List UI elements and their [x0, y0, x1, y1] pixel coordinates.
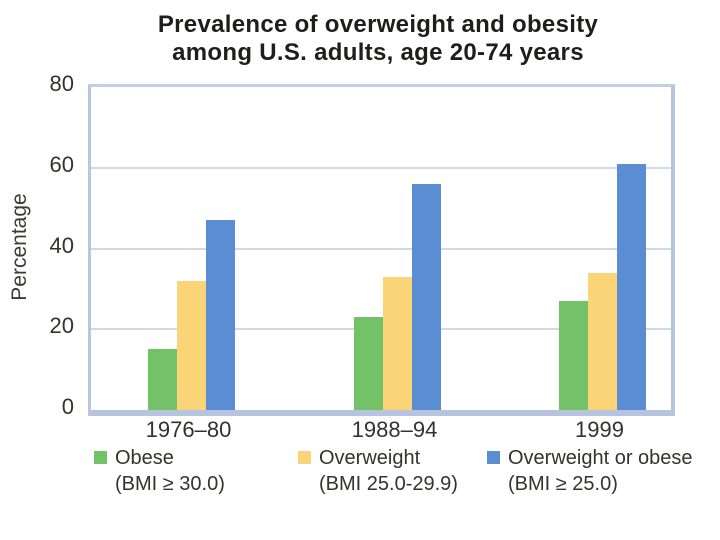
legend: Obese (BMI ≥ 30.0) Overweight (BMI 25.0-29.…	[0, 445, 720, 503]
bar-1976-80-overweight-or-obese	[206, 220, 235, 410]
legend-item-obese: Obese (BMI ≥ 30.0)	[94, 445, 225, 497]
y-axis-tick-labels: 0 20 40 60 80	[30, 72, 80, 419]
legend-label-overweight: Overweight	[319, 447, 421, 469]
bar-1988-94-overweight-or-obese	[412, 184, 441, 410]
legend-label-overweight-or-obese: Overweight or obese	[508, 447, 693, 469]
x-label-1976-80: 1976–80	[145, 417, 232, 442]
plot-area	[88, 84, 675, 416]
legend-swatch-overweight	[298, 451, 311, 464]
bar-1976-80-overweight	[177, 281, 206, 410]
bar-1988-94-obese	[354, 317, 383, 410]
chart-title: Prevalence of overweight and obesity amo…	[36, 11, 720, 67]
legend-label-obese: Obese	[115, 447, 174, 469]
legend-sublabel-overweight: (BMI 25.0-29.9)	[319, 473, 458, 495]
y-tick-0: 0	[61, 394, 74, 419]
x-label-1999: 1999	[575, 417, 624, 442]
legend-swatch-obese	[94, 451, 107, 464]
gridline-60	[91, 166, 671, 169]
legend-item-overweight-or-obese: Overweight or obese (BMI ≥ 25.0)	[487, 445, 693, 497]
bar-1999-overweight	[588, 273, 617, 410]
y-tick-40: 40	[49, 232, 74, 258]
bar-1999-obese	[559, 301, 588, 410]
y-tick-20: 20	[49, 313, 74, 339]
legend-sublabel-overweight-or-obese: (BMI ≥ 25.0)	[508, 473, 618, 495]
legend-text-overweight: Overweight (BMI 25.0-29.9)	[319, 445, 458, 497]
x-label-1988-94: 1988–94	[351, 417, 438, 442]
legend-swatch-overweight-or-obese	[487, 451, 500, 464]
bar-1976-80-obese	[148, 349, 177, 410]
legend-item-overweight: Overweight (BMI 25.0-29.9)	[298, 445, 458, 497]
y-axis-title: Percentage	[8, 193, 31, 301]
y-tick-60: 60	[49, 151, 74, 177]
y-tick-80: 80	[49, 71, 74, 96]
chart-title-line2: among U.S. adults, age 20-74 years	[172, 39, 584, 66]
bar-1999-overweight-or-obese	[617, 164, 646, 410]
legend-text-overweight-or-obese: Overweight or obese (BMI ≥ 25.0)	[508, 445, 693, 497]
x-axis-labels: 1976–80 1988–94 1999	[88, 417, 668, 443]
gridline-40	[91, 247, 671, 250]
chart-title-line1: Prevalence of overweight and obesity	[157, 11, 599, 38]
legend-sublabel-obese: (BMI ≥ 30.0)	[115, 473, 225, 495]
bar-1988-94-overweight	[383, 277, 412, 410]
legend-text-obese: Obese (BMI ≥ 30.0)	[115, 445, 225, 497]
